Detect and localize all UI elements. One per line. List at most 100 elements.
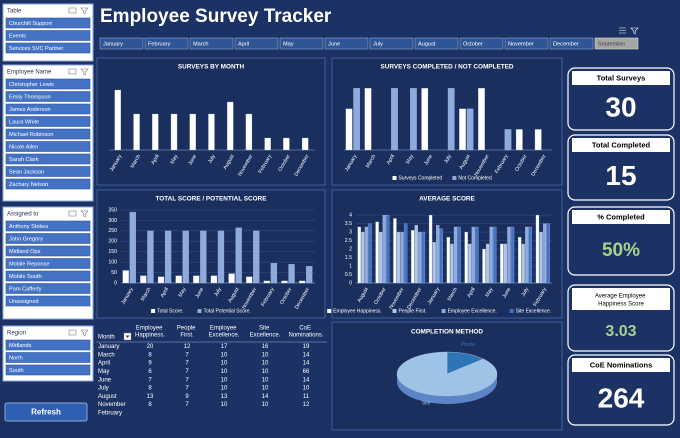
bar: [411, 230, 415, 284]
month-button-label[interactable]: October: [463, 41, 483, 47]
month-button[interactable]: [144, 37, 189, 50]
slicer-item-label[interactable]: Midland Ops: [9, 249, 41, 255]
slicer-item[interactable]: [5, 258, 91, 269]
month-button-label[interactable]: May: [283, 41, 294, 47]
slicer-item[interactable]: [5, 141, 91, 152]
multi-select-icon[interactable]: [68, 329, 77, 336]
month-clear-filter-icon[interactable]: [630, 27, 639, 35]
slicer-item[interactable]: [5, 178, 91, 190]
slicer-item[interactable]: [5, 166, 91, 177]
bar: [386, 214, 390, 284]
bar: [210, 275, 218, 284]
slicer-item-label[interactable]: Midlands: [9, 343, 32, 349]
month-button-label[interactable]: April: [238, 41, 249, 47]
slicer-item[interactable]: [5, 283, 91, 294]
table-cell: 10: [262, 361, 269, 367]
table-cell: 11: [303, 394, 310, 400]
refresh-label[interactable]: Refresh: [31, 408, 61, 417]
multi-select-icon[interactable]: [68, 68, 77, 75]
slicer-item-label[interactable]: Events: [9, 33, 26, 39]
bar: [298, 280, 306, 284]
slicer-item[interactable]: [5, 220, 91, 232]
month-button[interactable]: [99, 37, 144, 50]
month-button-label[interactable]: March: [193, 41, 209, 47]
bar: [410, 88, 417, 151]
slicer-item-label[interactable]: South: [9, 368, 24, 374]
month-button-label[interactable]: September: [598, 41, 625, 47]
month-button[interactable]: [234, 37, 279, 50]
sort-dropdown-arrow[interactable]: [125, 335, 130, 339]
slicer-item[interactable]: [5, 116, 91, 127]
month-button[interactable]: [594, 37, 639, 50]
month-button-label[interactable]: August: [418, 41, 436, 47]
slicer-item-label[interactable]: John Gregory: [9, 236, 43, 242]
clear-filter-icon[interactable]: [80, 210, 89, 218]
slicer-item-label[interactable]: Anthony Stokes: [9, 224, 48, 230]
slicer-item[interactable]: [5, 128, 91, 140]
slicer-item[interactable]: [5, 91, 91, 102]
slicer-item-label[interactable]: Christopher Lewis: [9, 82, 54, 88]
month-button[interactable]: [369, 37, 414, 50]
clear-filter-icon[interactable]: [80, 329, 89, 337]
slicer-item-label[interactable]: Michael Robinson: [9, 132, 53, 138]
slicer-item[interactable]: [5, 270, 91, 282]
bar: [281, 280, 288, 284]
slicer-item-label[interactable]: Churchill Support: [9, 21, 52, 27]
month-button[interactable]: [324, 37, 369, 50]
month-button[interactable]: [504, 37, 549, 50]
clear-filter-icon[interactable]: [80, 68, 89, 76]
slicer-item-label[interactable]: Laura White: [9, 119, 39, 125]
slicer-item-label[interactable]: James Anderson: [9, 107, 51, 113]
slicer-item-label[interactable]: North: [9, 355, 23, 361]
bar: [528, 226, 533, 284]
y-tick-label: 150: [108, 249, 117, 255]
slicer-item[interactable]: [5, 103, 91, 115]
slicer-item[interactable]: [5, 352, 91, 363]
kpi-value: 15: [605, 160, 636, 191]
bar: [283, 137, 290, 151]
bar: [403, 223, 408, 284]
slicer-item-label[interactable]: Unassigned: [9, 299, 39, 305]
month-button-label[interactable]: July: [373, 41, 383, 47]
multi-select-icon[interactable]: [68, 7, 77, 14]
slicer-item[interactable]: [5, 30, 91, 41]
slicer-item[interactable]: [5, 153, 91, 165]
table-header: Site Excellence.: [250, 325, 281, 338]
y-tick-label: 0.5: [345, 272, 352, 278]
slicer-item-label[interactable]: Emily Thompson: [9, 94, 51, 100]
slicer-item[interactable]: [5, 295, 91, 307]
slicer-item[interactable]: [5, 364, 91, 376]
slicer-item-label[interactable]: Mobile South: [9, 274, 42, 280]
slicer-item[interactable]: [5, 245, 91, 257]
multi-select-icon[interactable]: [68, 210, 77, 217]
slicer-item-label[interactable]: Pam Cafferty: [9, 286, 42, 292]
slicer-item[interactable]: [5, 42, 91, 54]
month-button-label[interactable]: November: [508, 41, 534, 47]
slicer-item[interactable]: [5, 17, 91, 29]
slicer-item-label[interactable]: Services SVC Partner: [9, 46, 64, 52]
slicer-item[interactable]: [5, 339, 91, 351]
month-button[interactable]: [414, 37, 459, 50]
month-button[interactable]: [549, 37, 594, 50]
table-cell: 14: [303, 352, 310, 358]
clear-filter-icon[interactable]: [80, 7, 89, 15]
y-tick-label: 200: [108, 239, 117, 245]
slicer-item-label[interactable]: Sean Jackson: [9, 169, 44, 175]
month-button-label[interactable]: December: [553, 41, 579, 47]
slicer-item[interactable]: [5, 233, 91, 244]
x-tick-label: May: [484, 286, 494, 298]
slicer-item-label[interactable]: Mobile Reponse: [9, 261, 49, 267]
month-button-label[interactable]: February: [148, 41, 171, 47]
month-button[interactable]: [279, 37, 324, 50]
month-button[interactable]: [189, 37, 234, 50]
bar: [368, 223, 372, 284]
slicer-item-label[interactable]: Sarah Clark: [9, 157, 39, 163]
slicer-item-label[interactable]: Zachary Nelson: [9, 182, 48, 188]
slicer-item-label[interactable]: Nicole Allen: [9, 144, 38, 150]
month-button-label[interactable]: January: [103, 41, 123, 47]
slicer-item[interactable]: [5, 78, 91, 90]
month-button[interactable]: [459, 37, 504, 50]
month-button-label[interactable]: June: [328, 41, 340, 47]
table-cell: 10: [262, 377, 269, 383]
refresh-button[interactable]: [4, 402, 88, 422]
